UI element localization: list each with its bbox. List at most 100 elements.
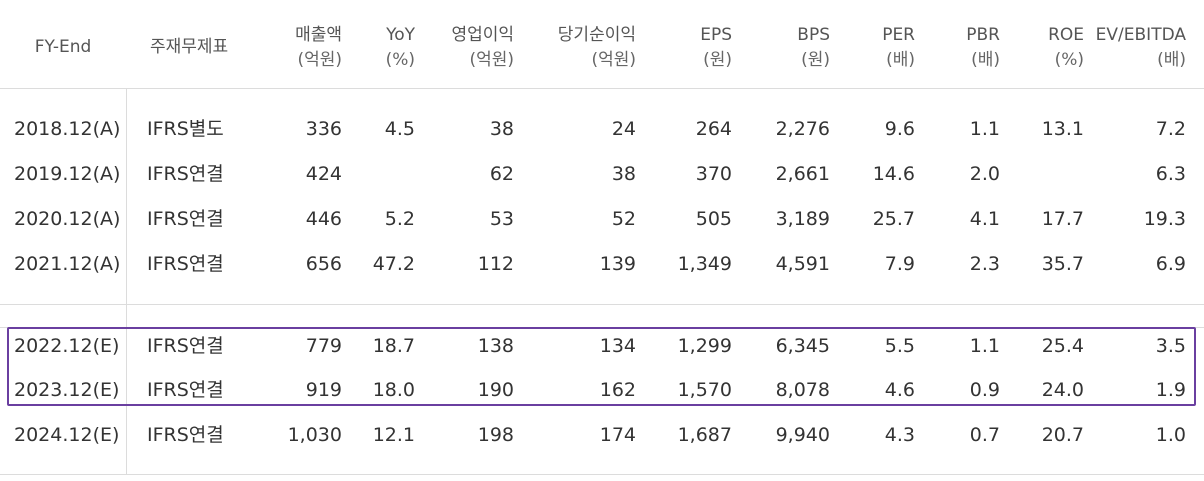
cell-per: 5.5 — [884, 335, 915, 357]
header-per-label: PER — [882, 25, 915, 45]
header-bps-label: BPS — [797, 25, 830, 45]
cell-roe: 20.7 — [1041, 424, 1084, 446]
cell-bps: 4,591 — [775, 253, 830, 275]
cell-bps: 8,078 — [775, 379, 830, 401]
cell-per: 14.6 — [872, 163, 915, 185]
cell-yoy: 5.2 — [384, 208, 415, 230]
cell-fy: 2018.12(A) — [14, 118, 121, 140]
table-row: 2021.12(A) IFRS연결 656 47.2 112 139 1,349… — [0, 242, 1204, 287]
cell-net-income: 38 — [611, 163, 636, 185]
header-eps-unit: (원) — [703, 50, 732, 70]
table-row: 2019.12(A) IFRS연결 424 62 38 370 2,661 14… — [0, 152, 1204, 197]
cell-roe: 25.4 — [1041, 335, 1084, 357]
cell-fy: 2021.12(A) — [14, 253, 121, 275]
header-ev-ebitda: EV/EBITDA (배) — [1090, 23, 1186, 73]
cell-op-income: 38 — [489, 118, 514, 140]
cell-yoy: 12.1 — [372, 424, 415, 446]
cell-statement: IFRS연결 — [147, 208, 224, 230]
header-eps: EPS (원) — [672, 23, 732, 73]
cell-yoy: 47.2 — [372, 253, 415, 275]
cell-eps: 1,349 — [677, 253, 732, 275]
header-sales-unit: (억원) — [297, 50, 342, 70]
cell-bps: 2,661 — [775, 163, 830, 185]
cell-op-income: 62 — [489, 163, 514, 185]
header-sales: 매출액 (억원) — [262, 23, 342, 73]
header-yoy-unit: (%) — [385, 50, 415, 70]
cell-eps: 1,570 — [677, 379, 732, 401]
cell-statement: IFRS별도 — [147, 118, 224, 140]
cell-eps: 1,687 — [677, 424, 732, 446]
header-per-unit: (배) — [886, 50, 915, 70]
cell-statement: IFRS연결 — [147, 335, 224, 357]
cell-bps: 6,345 — [775, 335, 830, 357]
cell-roe: 35.7 — [1041, 253, 1084, 275]
cell-sales: 446 — [305, 208, 342, 230]
cell-statement: IFRS연결 — [147, 163, 224, 185]
table-row: 2020.12(A) IFRS연결 446 5.2 53 52 505 3,18… — [0, 197, 1204, 242]
cell-ev-ebitda: 19.3 — [1143, 208, 1186, 230]
cell-per: 4.6 — [884, 379, 915, 401]
cell-yoy: 18.7 — [372, 335, 415, 357]
header-net-income-unit: (억원) — [591, 50, 636, 70]
cell-bps: 3,189 — [775, 208, 830, 230]
cell-sales: 1,030 — [287, 424, 342, 446]
cell-per: 9.6 — [884, 118, 915, 140]
header-bottom-border — [0, 88, 1204, 89]
cell-op-income: 112 — [477, 253, 514, 275]
table-row: 2018.12(A) IFRS별도 336 4.5 38 24 264 2,27… — [0, 107, 1204, 152]
cell-eps: 370 — [695, 163, 732, 185]
header-statement: 주재무제표 — [150, 37, 229, 57]
column-divider — [126, 5, 127, 474]
cell-fy: 2022.12(E) — [14, 335, 120, 357]
cell-pbr: 1.1 — [969, 335, 1000, 357]
cell-pbr: 0.9 — [969, 379, 1000, 401]
cell-pbr: 2.3 — [969, 253, 1000, 275]
cell-bps: 9,940 — [775, 424, 830, 446]
cell-net-income: 174 — [599, 424, 636, 446]
cell-fy: 2020.12(A) — [14, 208, 121, 230]
header-roe-unit: (%) — [1054, 50, 1084, 70]
header-pbr-label: PBR — [966, 25, 1000, 45]
table-row: 2022.12(E) IFRS연결 779 18.7 138 134 1,299… — [0, 324, 1204, 369]
header-pbr: PBR (배) — [940, 23, 1000, 73]
cell-ev-ebitda: 7.2 — [1155, 118, 1186, 140]
cell-net-income: 134 — [599, 335, 636, 357]
header-bps-unit: (원) — [801, 50, 830, 70]
cell-roe: 17.7 — [1041, 208, 1084, 230]
header-eps-label: EPS — [700, 25, 732, 45]
cell-roe: 13.1 — [1041, 118, 1084, 140]
header-yoy-label: YoY — [386, 25, 415, 45]
cell-bps: 2,276 — [775, 118, 830, 140]
header-yoy: YoY (%) — [355, 23, 415, 73]
cell-eps: 1,299 — [677, 335, 732, 357]
cell-sales: 424 — [305, 163, 342, 185]
cell-roe: 24.0 — [1041, 379, 1084, 401]
cell-ev-ebitda: 1.9 — [1155, 379, 1186, 401]
cell-sales: 336 — [305, 118, 342, 140]
cell-pbr: 4.1 — [969, 208, 1000, 230]
header-ev-ebitda-label: EV/EBITDA — [1095, 25, 1186, 45]
cell-roe — [1024, 152, 1084, 197]
header-per: PER (배) — [855, 23, 915, 73]
header-op-income-label: 영업이익 — [451, 25, 514, 45]
cell-pbr: 2.0 — [969, 163, 1000, 185]
cell-ev-ebitda: 6.3 — [1155, 163, 1186, 185]
cell-eps: 264 — [695, 118, 732, 140]
cell-op-income: 198 — [477, 424, 514, 446]
cell-yoy: 4.5 — [384, 118, 415, 140]
cell-sales: 656 — [305, 253, 342, 275]
cell-ev-ebitda: 3.5 — [1155, 335, 1186, 357]
table-row: 2023.12(E) IFRS연결 919 18.0 190 162 1,570… — [0, 368, 1204, 413]
header-roe: ROE (%) — [1024, 23, 1084, 73]
cell-net-income: 139 — [599, 253, 636, 275]
table-row: 2024.12(E) IFRS연결 1,030 12.1 198 174 1,6… — [0, 413, 1204, 458]
cell-fy: 2024.12(E) — [14, 424, 120, 446]
cell-pbr: 0.7 — [969, 424, 1000, 446]
cell-pbr: 1.1 — [969, 118, 1000, 140]
cell-statement: IFRS연결 — [147, 379, 224, 401]
header-net-income-label: 당기순이익 — [557, 25, 636, 45]
header-sales-label: 매출액 — [295, 25, 342, 45]
header-pbr-unit: (배) — [971, 50, 1000, 70]
cell-fy: 2019.12(A) — [14, 163, 121, 185]
